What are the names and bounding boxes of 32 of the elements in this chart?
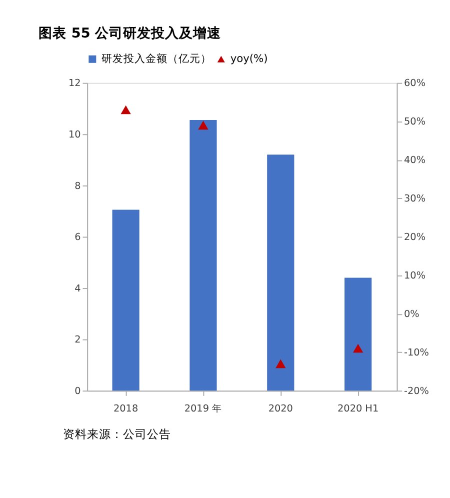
y-tick-label: 12 [68,78,81,90]
y2-tick-label: 10% [404,270,426,282]
y-tick-label: 2 [74,334,81,346]
legend-label: yoy(%) [230,52,268,66]
chart-title: 图表 55 公司研发投入及增速 [38,25,222,42]
point [352,344,364,353]
x-tick-label: 2019 年 [184,402,222,414]
y2-tick-label: 50% [404,116,426,128]
bar [267,154,294,391]
x-tick-label: 2020 [268,403,293,414]
y2-tick-label: 40% [404,155,426,166]
y-tick-label: 6 [74,232,81,244]
y2-tick-label: 0% [404,309,420,320]
y-tick-label: 4 [74,283,81,294]
point [198,120,208,130]
y2-tick-label: -10% [404,348,429,359]
point [276,359,286,368]
y-tick-label: 8 [74,180,81,192]
legend-label: 研发投入金额（亿元） [102,52,212,66]
y-tick-label: 10 [68,130,81,141]
bar [112,210,140,391]
x-tick-label: 2020 H1 [338,403,379,414]
point [120,105,131,114]
text: 资料来源：公司公告 [62,427,171,442]
y2-tick-label: 30% [404,194,426,205]
y2-tick-label: 20% [404,232,426,244]
bar [344,278,372,391]
x-tick-label: 2018 [114,403,138,414]
y2-tick-label: -20% [404,386,429,397]
bar [190,120,217,391]
y2-tick-label: 60% [404,78,426,90]
y-tick-label: 0 [74,386,81,397]
